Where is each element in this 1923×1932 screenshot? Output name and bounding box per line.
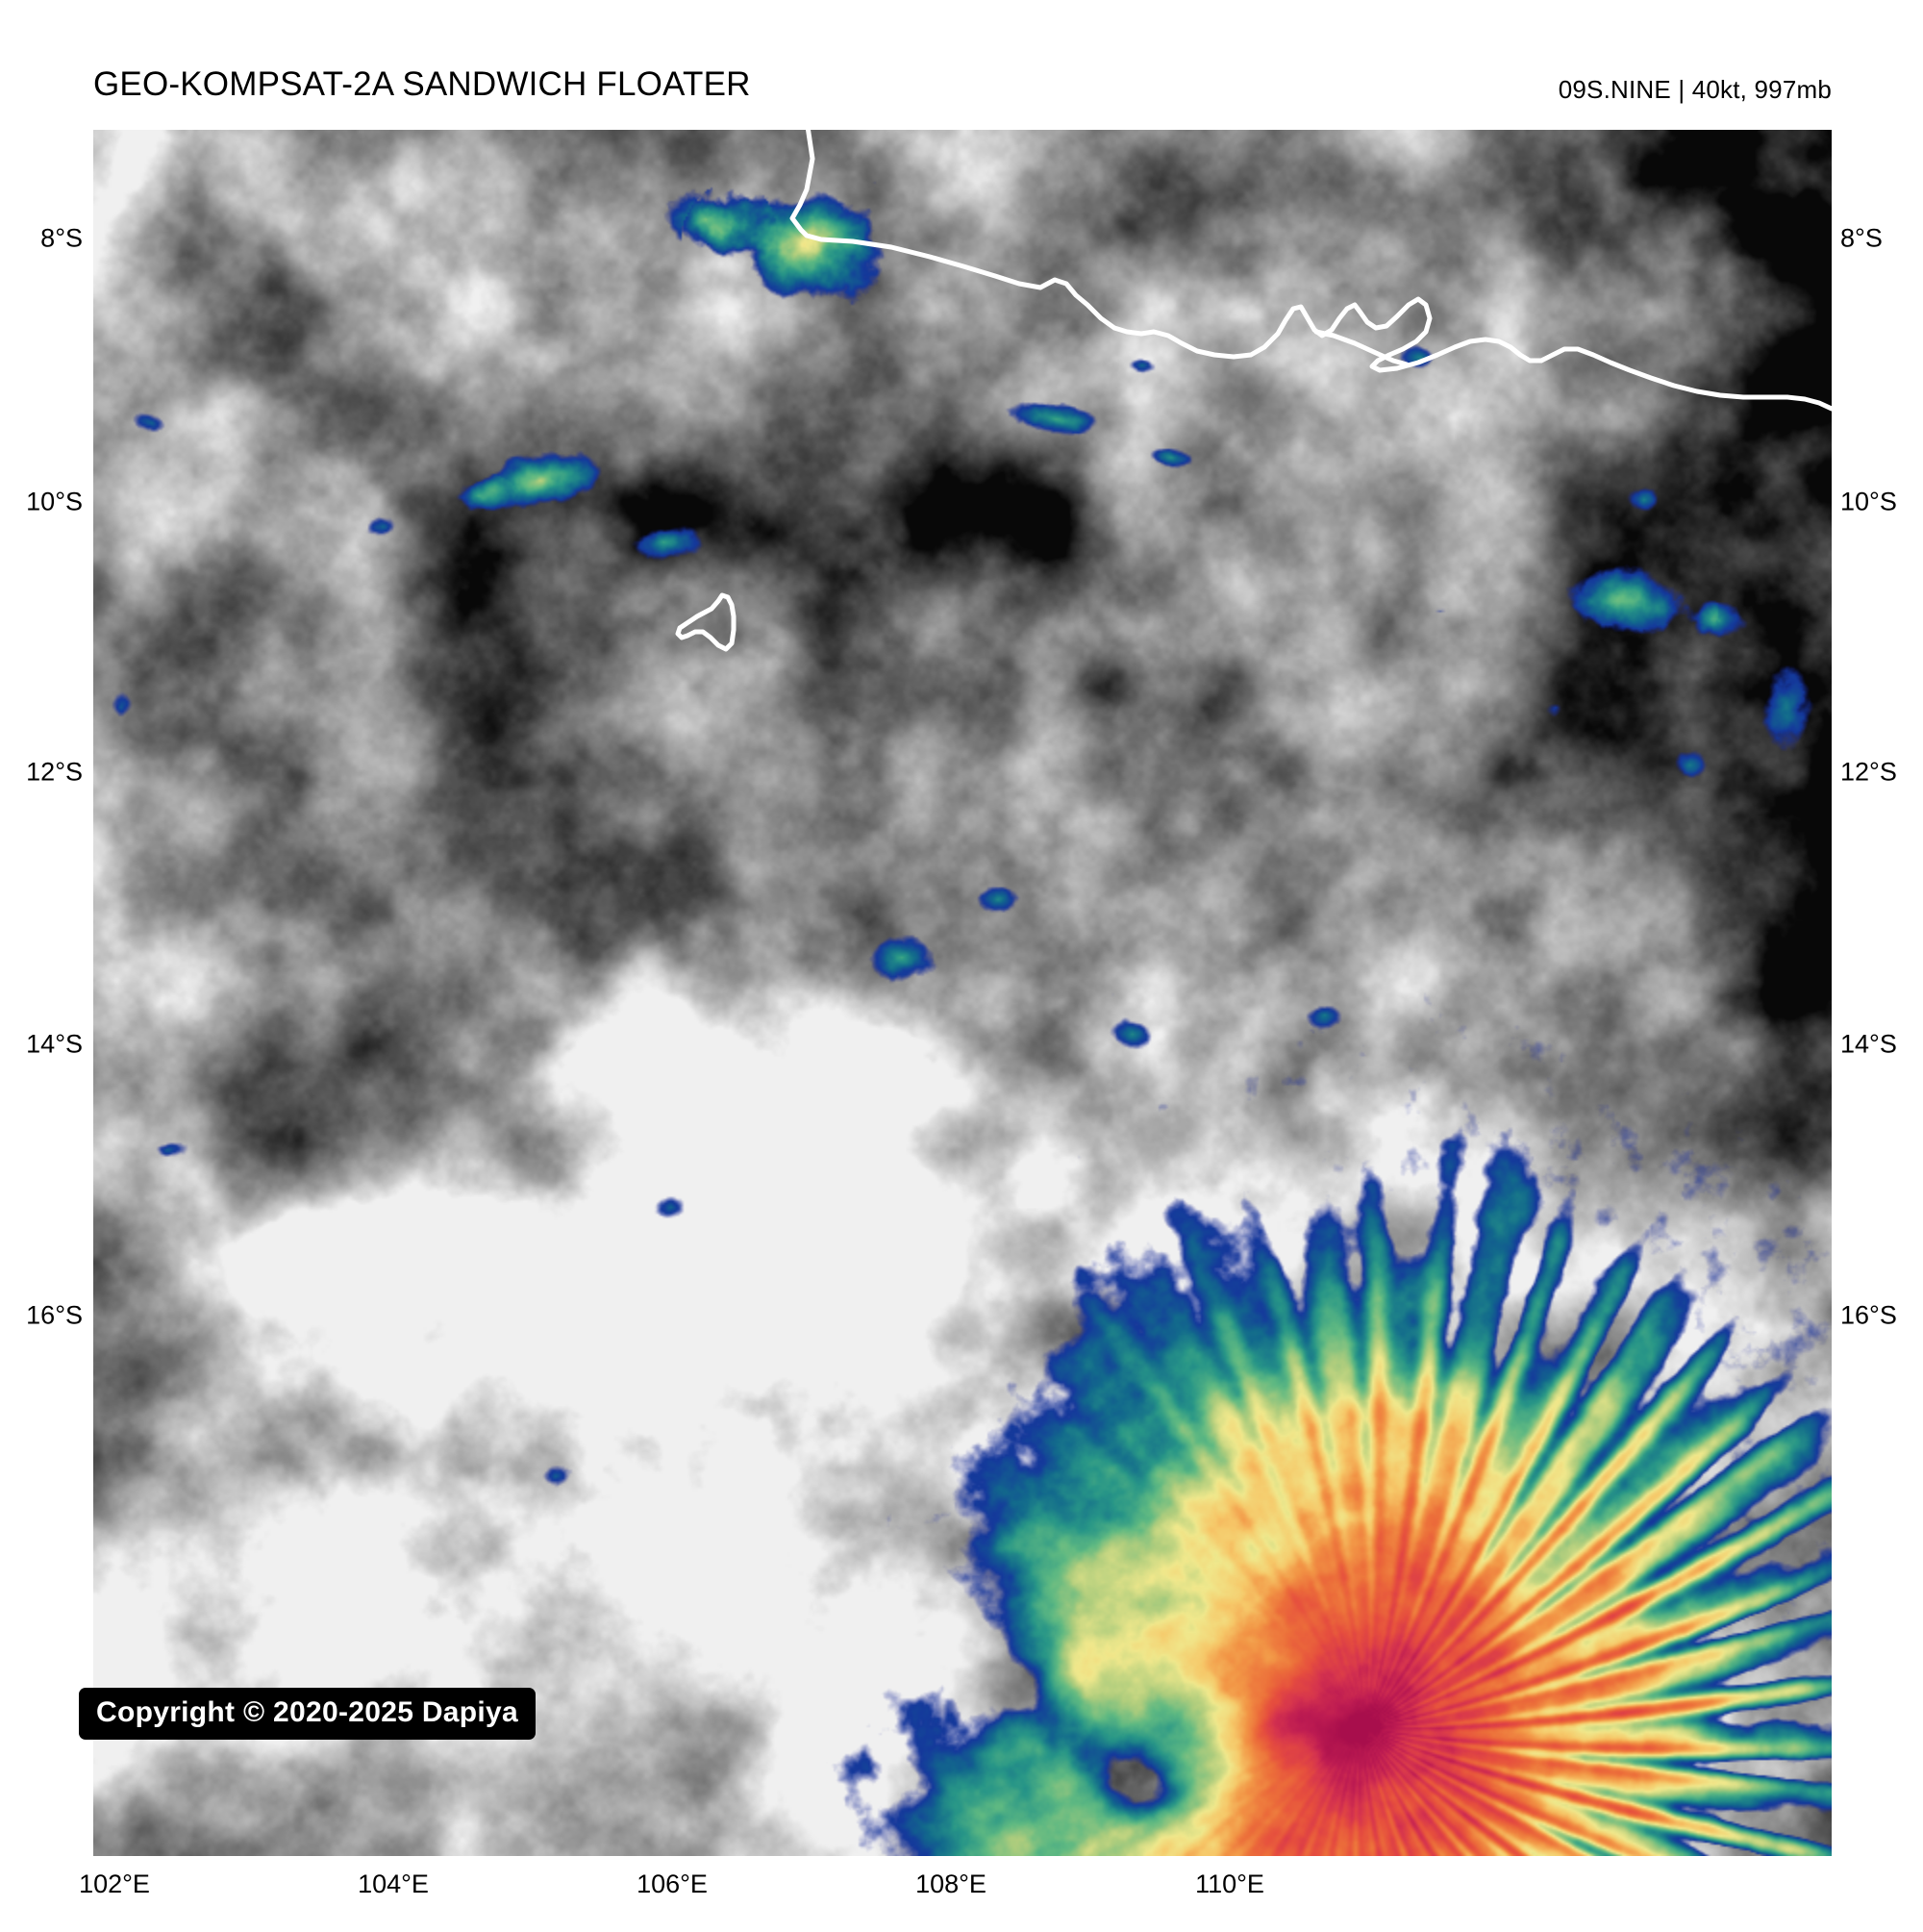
lon-label-110e: 110°E — [1195, 1869, 1264, 1898]
map-vector-overlay — [675, 130, 1832, 652]
coastline-java — [789, 130, 1832, 412]
storm-info-label: 09S.NINE | 40kt, 997mb — [1558, 75, 1832, 104]
lat-label-right-12s: 12°S — [1840, 757, 1897, 787]
lat-label-right-10s: 10°S — [1840, 487, 1897, 516]
lat-label-left-16s: 16°S — [26, 1300, 83, 1330]
lat-label-left-14s: 14°S — [26, 1029, 83, 1059]
lon-label-102e: 102°E — [79, 1869, 150, 1898]
lat-label-right-8s: 8°S — [1840, 223, 1883, 253]
island-outline-christmas-island — [675, 592, 737, 652]
lon-label-108e: 108°E — [915, 1869, 986, 1898]
sandwich-colorized-overlay — [93, 130, 1832, 1856]
coastline-bay-detail — [1313, 329, 1410, 367]
lon-label-106e: 106°E — [637, 1869, 708, 1898]
lat-label-left-10s: 10°S — [26, 487, 83, 516]
title-line: GEO-KOMPSAT-2A SANDWICH FLOATER — [93, 64, 751, 103]
lat-label-right-16s: 16°S — [1840, 1300, 1897, 1330]
satellite-image-plot[interactable] — [93, 130, 1832, 1856]
lat-label-right-14s: 14°S — [1840, 1029, 1897, 1059]
lat-label-left-8s: 8°S — [40, 223, 83, 253]
lon-label-104e: 104°E — [358, 1869, 429, 1898]
lat-label-left-12s: 12°S — [26, 757, 83, 787]
copyright-badge: Copyright © 2020-2025 Dapiya — [79, 1688, 537, 1740]
